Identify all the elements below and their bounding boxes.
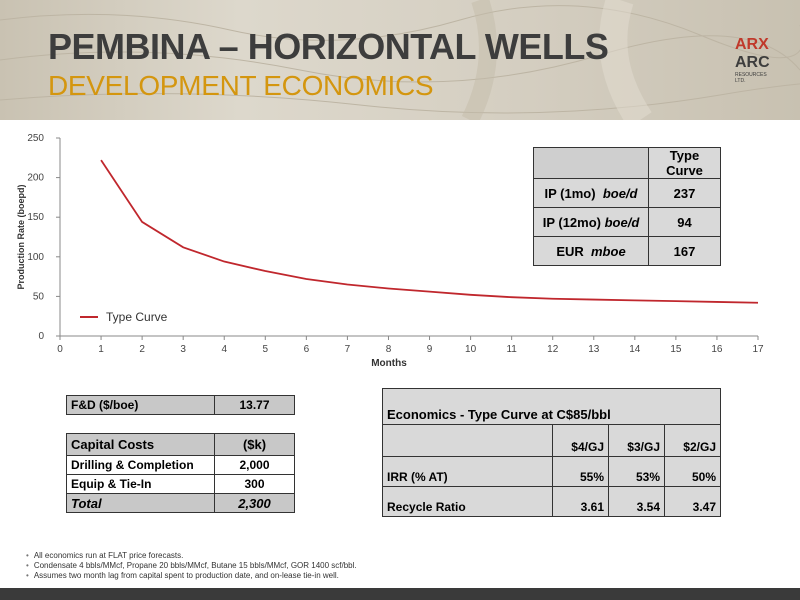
eur-value: 167 — [648, 236, 721, 266]
equip-value: 300 — [214, 474, 295, 494]
economics-corner — [382, 424, 553, 457]
note-3: Assumes two month lag from capital spent… — [26, 571, 357, 581]
x-tick-label: 0 — [57, 344, 63, 355]
y-tick-label: 100 — [27, 252, 44, 263]
y-tick-label: 150 — [27, 212, 44, 223]
company-logo: ARX ARC RESOURCES LTD. — [735, 36, 797, 84]
total-label: Total — [66, 493, 215, 513]
x-tick-label: 16 — [711, 344, 723, 355]
legend-label: Type Curve — [106, 310, 168, 324]
note-1: All economics run at FLAT price forecast… — [26, 551, 357, 561]
x-tick-label: 12 — [547, 344, 559, 355]
ip12-value: 94 — [648, 207, 721, 237]
x-tick-label: 3 — [180, 344, 186, 355]
col-4gj: $4/GJ — [552, 424, 609, 457]
recycle-4gj: 3.61 — [552, 486, 609, 517]
logo-resources: RESOURCES — [735, 72, 767, 78]
series-line-type-curve — [100, 159, 759, 304]
recycle-2gj: 3.47 — [664, 486, 721, 517]
x-tick-label: 10 — [465, 344, 477, 355]
fd-value: 13.77 — [214, 395, 295, 415]
header-banner: PEMBINA – HORIZONTAL WELLS DEVELOPMENT E… — [0, 0, 800, 120]
recycle-label: Recycle Ratio — [382, 486, 553, 517]
x-tick-label: 9 — [427, 344, 433, 355]
logo-arc: ARC — [735, 54, 770, 71]
y-tick-label: 250 — [27, 133, 44, 144]
logo-arx: ARX — [735, 36, 769, 53]
capital-costs-table: Capital Costs ($k) Drilling & Completion… — [66, 433, 295, 513]
x-tick-label: 6 — [304, 344, 310, 355]
footer-bar — [0, 588, 800, 600]
map-texture — [0, 0, 800, 120]
y-tick-label: 0 — [38, 331, 44, 342]
capital-costs-header: Capital Costs — [66, 433, 215, 456]
y-axis-label: Production Rate (boepd) — [16, 185, 26, 290]
economics-title: Economics - Type Curve at C$85/bbl — [382, 388, 721, 425]
x-tick-label: 5 — [263, 344, 269, 355]
note-2: Condensate 4 bbls/MMcf, Propane 20 bbls/… — [26, 561, 357, 571]
irr-label: IRR (% AT) — [382, 456, 553, 487]
x-tick-label: 17 — [752, 344, 764, 355]
logo-ltd: LTD. — [735, 78, 746, 84]
fd-label: F&D ($/boe) — [66, 395, 215, 415]
page-subtitle: DEVELOPMENT ECONOMICS — [48, 70, 434, 101]
irr-4gj: 55% — [552, 456, 609, 487]
ip1-label: IP (1mo) boe/d — [533, 178, 649, 208]
x-axis-label: Months — [371, 358, 407, 369]
type-curve-table-header: Type Curve — [648, 147, 721, 179]
x-tick-label: 13 — [588, 344, 600, 355]
total-value: 2,300 — [214, 493, 295, 513]
capital-costs-unit: ($k) — [214, 433, 295, 456]
x-tick-label: 7 — [345, 344, 351, 355]
x-tick-label: 14 — [629, 344, 641, 355]
footnotes: All economics run at FLAT price forecast… — [26, 551, 357, 581]
page-title: PEMBINA – HORIZONTAL WELLS — [48, 26, 609, 67]
irr-3gj: 53% — [608, 456, 665, 487]
x-tick-label: 11 — [506, 344, 517, 355]
ip1-value: 237 — [648, 178, 721, 208]
x-tick-label: 2 — [139, 344, 145, 355]
type-curve-table: Type Curve IP (1mo) boe/d 237 IP (12mo) … — [533, 147, 721, 266]
economics-table: Economics - Type Curve at C$85/bbl $4/GJ… — [382, 388, 721, 517]
col-3gj: $3/GJ — [608, 424, 665, 457]
y-tick-label: 200 — [27, 173, 44, 184]
drilling-label: Drilling & Completion — [66, 455, 215, 475]
irr-2gj: 50% — [664, 456, 721, 487]
x-tick-label: 8 — [386, 344, 392, 355]
fd-table: F&D ($/boe) 13.77 — [66, 395, 295, 415]
drilling-value: 2,000 — [214, 455, 295, 475]
x-tick-label: 4 — [221, 344, 227, 355]
type-curve-table-corner — [533, 147, 649, 179]
x-tick-label: 1 — [98, 344, 104, 355]
recycle-3gj: 3.54 — [608, 486, 665, 517]
equip-label: Equip & Tie-In — [66, 474, 215, 494]
eur-label: EUR mboe — [533, 236, 649, 266]
y-tick-label: 50 — [33, 291, 45, 302]
col-2gj: $2/GJ — [664, 424, 721, 457]
ip12-label: IP (12mo) boe/d — [533, 207, 649, 237]
x-tick-label: 15 — [670, 344, 682, 355]
